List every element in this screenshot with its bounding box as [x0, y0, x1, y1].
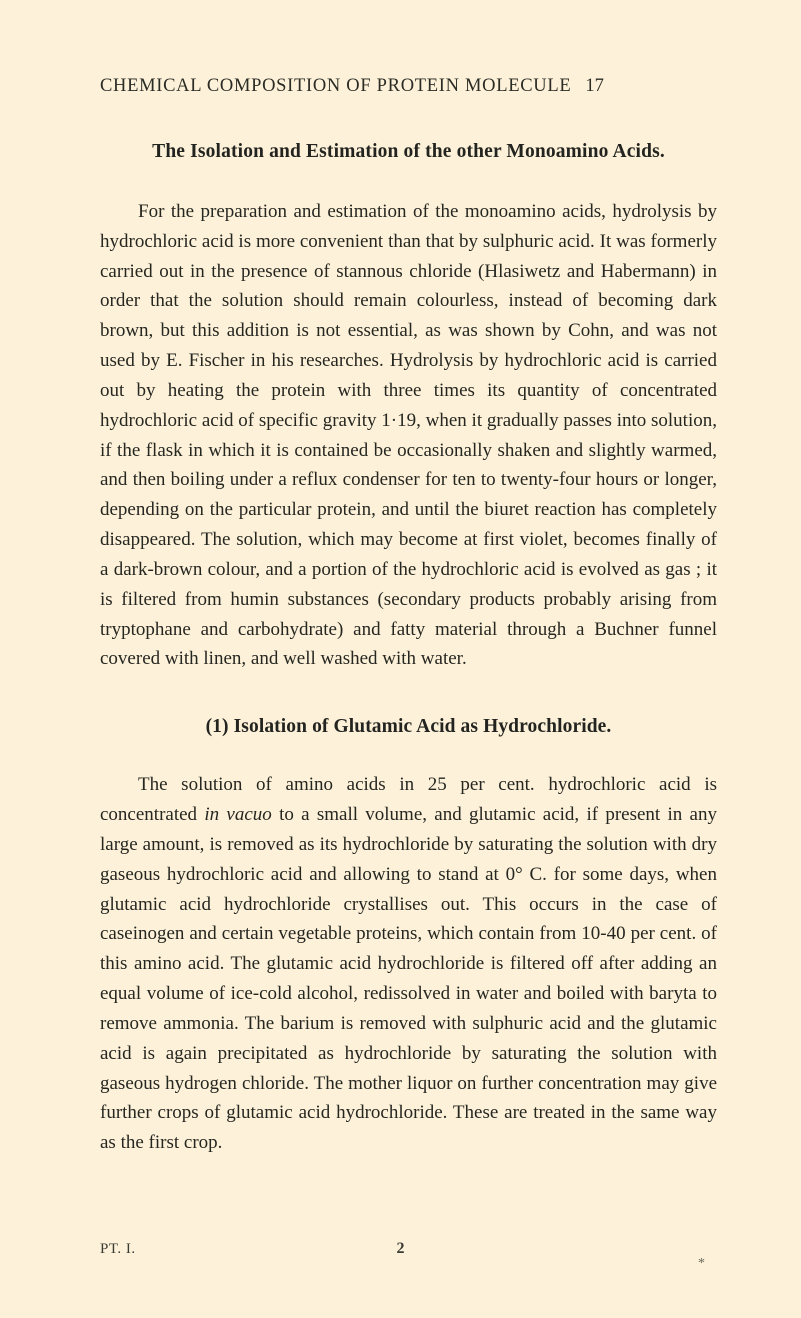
- signature-mark: PT. I.: [100, 1241, 136, 1258]
- page: CHEMICAL COMPOSITION OF PROTEIN MOLECULE…: [0, 0, 801, 1318]
- section-paragraph: For the preparation and estimation of th…: [100, 197, 717, 674]
- section-title: The Isolation and Estimation of the othe…: [100, 141, 717, 163]
- print-speck: *: [698, 1256, 705, 1272]
- subsection-paragraph: The solution of amino acids in 25 per ce…: [100, 770, 717, 1158]
- para-text-em: in vacuo: [204, 804, 271, 825]
- running-head-text: CHEMICAL COMPOSITION OF PROTEIN MOLECULE: [100, 76, 571, 96]
- running-head: CHEMICAL COMPOSITION OF PROTEIN MOLECULE…: [100, 76, 717, 97]
- subsection-title: (1) Isolation of Glutamic Acid as Hydroc…: [100, 716, 717, 738]
- page-number: 17: [585, 76, 604, 96]
- sheet-number: 2: [397, 1240, 405, 1258]
- para-text-post: to a small volume, and glutamic acid, if…: [100, 804, 717, 1153]
